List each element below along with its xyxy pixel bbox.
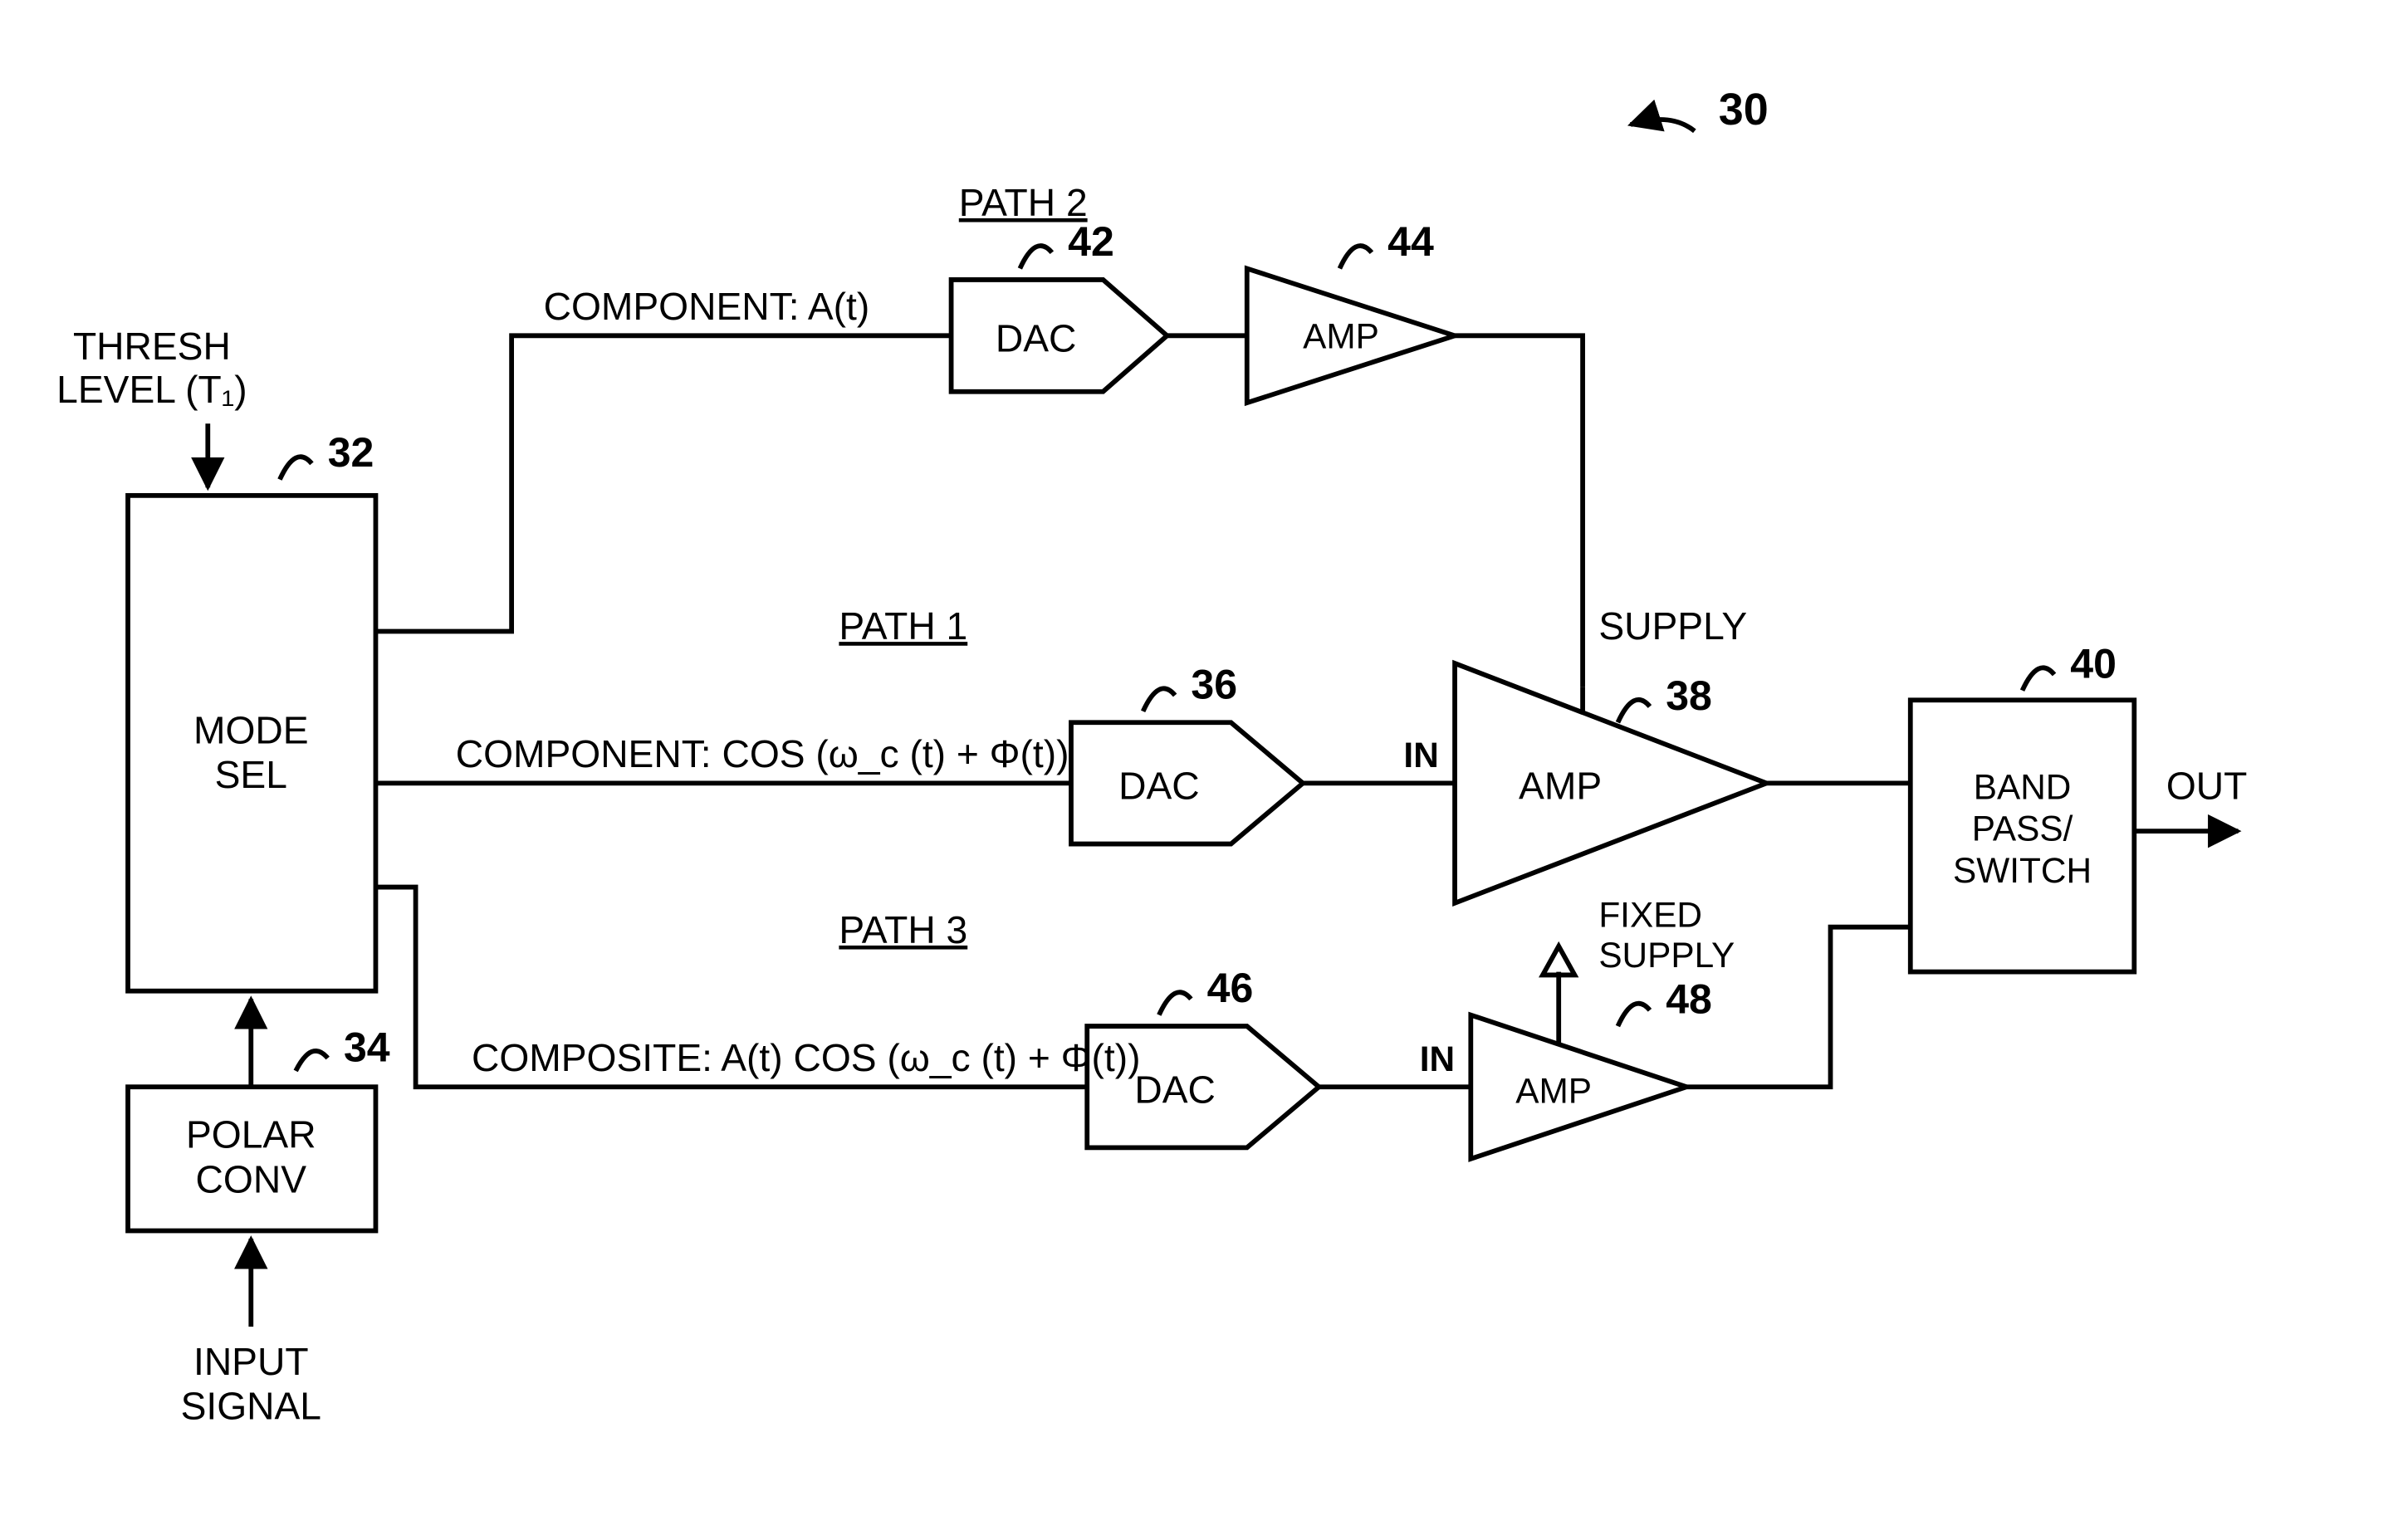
mode-sel-block: MODE SEL 32 <box>128 429 375 991</box>
supply-label: SUPPLY <box>1598 604 1747 648</box>
svg-text:MODE: MODE <box>193 708 309 751</box>
svg-text:46: 46 <box>1207 965 1254 1011</box>
path2-group: PATH 2 COMPONENT: A(t) DAC 42 AMP 44 SUP… <box>375 181 1747 687</box>
amp-48: AMP 48 <box>1471 976 1712 1159</box>
path1-group: PATH 1 COMPONENT: COS (ω_c (t) + Φ(t)) D… <box>375 604 1910 903</box>
path2-signal-label: COMPONENT: A(t) <box>544 285 870 328</box>
svg-text:SWITCH: SWITCH <box>1953 851 2092 890</box>
svg-text:38: 38 <box>1666 672 1712 719</box>
dac-42: DAC 42 <box>952 218 1167 392</box>
thresh-level-label: THRESH LEVEL (T₁) <box>56 325 247 487</box>
out-label: OUT <box>2166 765 2247 808</box>
amp-44: AMP 44 <box>1247 218 1455 403</box>
svg-text:LEVEL (T₁): LEVEL (T₁) <box>56 368 247 411</box>
svg-text:DAC: DAC <box>996 317 1077 360</box>
svg-text:SEL: SEL <box>215 753 287 796</box>
svg-text:34: 34 <box>344 1024 390 1070</box>
bandpass-block: BAND PASS/ SWITCH 40 <box>1911 640 2135 971</box>
figure-ref-30: 30 <box>1631 85 1769 134</box>
svg-text:44: 44 <box>1387 218 1434 265</box>
svg-text:AMP: AMP <box>1303 317 1379 356</box>
svg-text:CONV: CONV <box>196 1157 307 1200</box>
svg-text:PASS/: PASS/ <box>1972 809 2073 848</box>
amp-38: AMP 38 <box>1455 663 1766 903</box>
svg-text:BAND: BAND <box>1974 768 2072 807</box>
polar-conv-block: POLAR CONV 34 <box>128 1024 390 1230</box>
block-diagram: 30 THRESH LEVEL (T₁) MODE SEL 32 POLAR C… <box>0 0 2398 1534</box>
dac-36: DAC 36 <box>1071 661 1303 843</box>
in-label-1: IN <box>1403 736 1438 775</box>
svg-text:DAC: DAC <box>1134 1068 1216 1111</box>
svg-text:POLAR: POLAR <box>186 1112 316 1156</box>
in-label-3: IN <box>1420 1039 1455 1078</box>
svg-text:40: 40 <box>2070 640 2117 687</box>
svg-text:DAC: DAC <box>1118 765 1200 808</box>
svg-text:AMP: AMP <box>1519 765 1602 808</box>
out-arrow: OUT <box>2134 765 2247 832</box>
svg-text:48: 48 <box>1666 976 1712 1023</box>
path3-group: PATH 3 COMPOSITE: A(t) COS (ω_c (t) + Φ(… <box>375 887 1910 1159</box>
path1-title: PATH 1 <box>839 604 967 648</box>
svg-text:42: 42 <box>1068 218 1114 265</box>
figure-ref-30-text: 30 <box>1719 85 1769 134</box>
svg-text:AMP: AMP <box>1515 1071 1592 1110</box>
fixed-supply-label-1: FIXED <box>1598 896 1702 935</box>
svg-text:INPUT: INPUT <box>193 1340 309 1383</box>
svg-text:36: 36 <box>1191 661 1237 707</box>
path3-title: PATH 3 <box>839 908 967 951</box>
svg-text:SIGNAL: SIGNAL <box>181 1385 321 1428</box>
fixed-supply-label-2: SUPPLY <box>1598 936 1735 975</box>
input-signal-label: INPUT SIGNAL <box>181 1239 321 1428</box>
path1-signal-label: COMPONENT: COS (ω_c (t) + Φ(t)) <box>456 732 1069 775</box>
svg-text:THRESH: THRESH <box>73 325 231 368</box>
svg-text:32: 32 <box>328 429 374 476</box>
path3-signal-label: COMPOSITE: A(t) COS (ω_c (t) + Φ(t)) <box>472 1036 1141 1079</box>
